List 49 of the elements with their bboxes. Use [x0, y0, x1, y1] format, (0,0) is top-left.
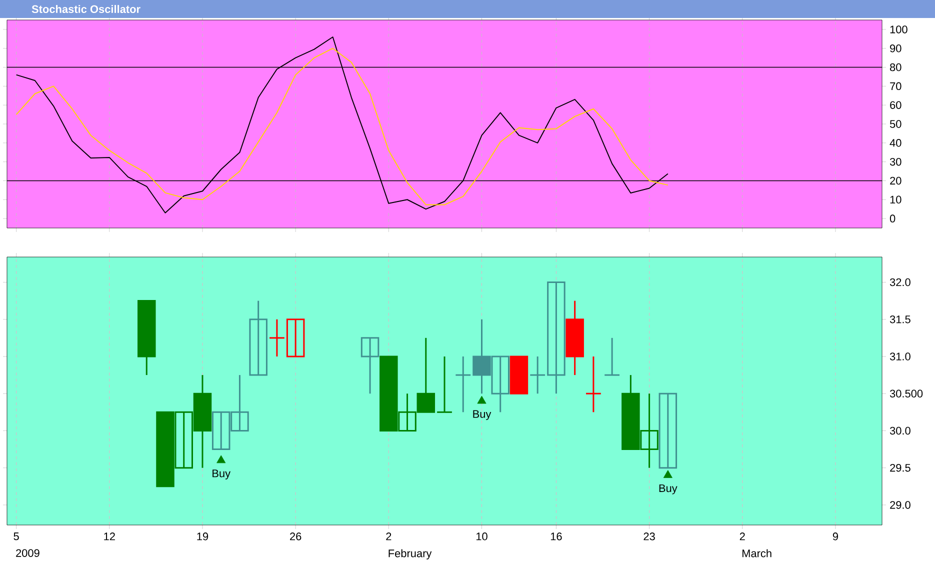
y-tick-label: 29.5	[890, 464, 910, 472]
point	[663, 470, 672, 478]
x-tick-label: 23	[644, 532, 655, 540]
candlestick	[286, 318, 305, 358]
candlestick	[268, 318, 286, 358]
candlestick	[604, 337, 620, 376]
y-tick-label: 60	[890, 101, 902, 109]
series-label: Buy	[212, 470, 231, 480]
candlestick	[454, 356, 472, 413]
y-tick-label: 30	[890, 158, 902, 166]
y-tick-label: 50	[890, 120, 902, 128]
y-tick-label: 31.5	[890, 315, 910, 324]
text: February	[388, 549, 432, 560]
candlestick	[436, 356, 453, 413]
y-tick-label: 31.0	[890, 352, 910, 360]
x-tick-label: 19	[197, 532, 208, 540]
chart-title: Stochastic Oscillator	[32, 4, 140, 14]
y-tick-label: 90	[890, 44, 902, 52]
text: Buy	[659, 484, 678, 494]
text: 2009	[16, 549, 40, 557]
text: March	[742, 549, 772, 558]
candlestick	[360, 337, 380, 394]
x-tick-label: 26	[290, 532, 302, 540]
x-tick-label: 5	[14, 532, 19, 540]
y-tick-label: 100	[890, 26, 908, 34]
candlestick	[529, 356, 546, 394]
y-tick-label: 30.0	[890, 426, 910, 435]
y-tick-label: 0	[890, 214, 896, 222]
candlestick	[249, 300, 268, 376]
y-tick-label: 10	[890, 196, 902, 204]
candlestick	[547, 281, 566, 394]
y-tick-label: 29.0	[890, 501, 910, 509]
y-tick-label: 80	[890, 63, 902, 72]
y-tick-label: 70	[890, 82, 902, 90]
y-tick-label: 32.0	[890, 278, 910, 286]
y-tick-label: 20	[890, 176, 902, 185]
candlestick	[658, 392, 678, 469]
x-tick-label: 2	[740, 532, 745, 540]
x-tick-label: 16	[550, 532, 562, 540]
x-tick-label: 9	[832, 532, 838, 540]
candlestick	[585, 356, 602, 413]
text: Buy	[473, 410, 492, 420]
x-tick-label: 2	[386, 532, 392, 540]
x-tick-label: 10	[476, 532, 488, 540]
y-tick-label: 40	[890, 139, 902, 147]
point	[477, 396, 486, 404]
point	[216, 455, 226, 464]
x-tick-label: 12	[104, 532, 115, 540]
y-tick-label: 30.500	[890, 390, 923, 398]
